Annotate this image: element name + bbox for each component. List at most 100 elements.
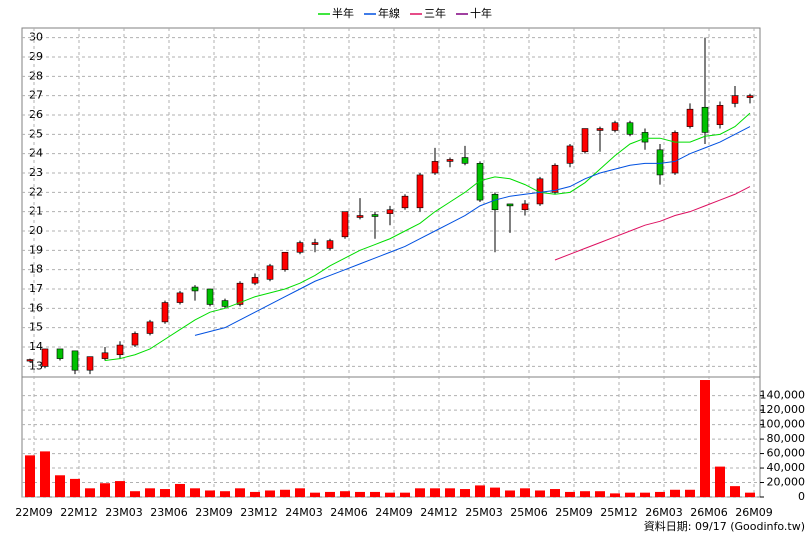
x-tick-label: 24M09 — [375, 506, 413, 519]
y2-tick-label: 100,000 — [760, 418, 806, 431]
candle-body — [446, 159, 454, 162]
volume-bar — [310, 492, 320, 497]
x-tick-label: 23M09 — [195, 506, 233, 519]
legend-label: 年線 — [378, 6, 400, 20]
x-tick-label: 24M06 — [330, 506, 368, 519]
y-tick-label: 29 — [29, 50, 43, 63]
candle-body — [671, 132, 679, 174]
candle-body — [176, 292, 184, 303]
volume-bar — [295, 488, 305, 497]
x-tick-label: 22M09 — [15, 506, 53, 519]
candle-body — [281, 251, 289, 270]
volume-bar — [430, 488, 440, 497]
volume-bar — [415, 488, 425, 497]
volume-bar — [205, 490, 215, 497]
volume-bar — [490, 487, 500, 497]
x-tick-label: 23M03 — [105, 506, 143, 519]
candle-body — [656, 149, 664, 176]
candle-body — [461, 157, 469, 164]
candle-body — [641, 132, 649, 143]
y-tick-label: 14 — [29, 340, 43, 353]
volume-bar — [340, 491, 350, 497]
volume-bar — [730, 486, 740, 497]
volume-bar — [745, 492, 755, 497]
volume-bar — [580, 491, 590, 497]
volume-bar — [325, 491, 335, 497]
volume-bar — [370, 491, 380, 497]
volume-bar — [250, 491, 260, 497]
candle-body — [506, 203, 514, 207]
y-tick-label: 19 — [29, 243, 43, 256]
candle-body — [116, 344, 124, 356]
volume-bar — [565, 491, 575, 497]
candle-body — [71, 350, 79, 371]
candle-body — [626, 122, 634, 135]
x-tick-label: 23M06 — [150, 506, 188, 519]
candle-body — [266, 265, 274, 280]
legend-label: 三年 — [424, 6, 446, 20]
x-tick-label: 25M03 — [465, 506, 503, 519]
x-tick-label: 23M12 — [240, 506, 278, 519]
y-tick-label: 22 — [29, 185, 43, 198]
candle-body — [41, 348, 49, 367]
volume-bar — [640, 492, 650, 497]
ma-line — [554, 186, 751, 261]
candle-body — [341, 211, 349, 238]
candle-body — [731, 95, 739, 104]
x-tick-label: 26M09 — [735, 506, 773, 519]
volume-bar — [115, 481, 125, 497]
volume-bar — [400, 492, 410, 497]
y2-tick-label: 20,000 — [767, 476, 806, 489]
y-tick-label: 20 — [29, 224, 43, 237]
candle-body — [56, 348, 64, 359]
volume-bar — [160, 489, 170, 497]
x-tick-label: 25M06 — [510, 506, 548, 519]
candle-body — [356, 215, 364, 218]
candle-body — [536, 178, 544, 205]
y-tick-label: 30 — [29, 31, 43, 44]
volume-bar — [85, 488, 95, 497]
candle-body — [101, 352, 109, 359]
candle-body — [326, 240, 334, 249]
volume-bar — [655, 491, 665, 497]
candle-body — [236, 282, 244, 305]
volume-bar — [505, 490, 515, 497]
candle-body — [551, 164, 559, 193]
y-tick-label: 23 — [29, 166, 43, 179]
candle-body — [401, 195, 409, 209]
volume-bar — [25, 455, 35, 497]
ma-line — [194, 126, 751, 336]
volume-bar — [40, 451, 50, 497]
volume-bar — [625, 492, 635, 497]
volume-bar — [220, 491, 230, 497]
volume-bar — [595, 491, 605, 497]
y2-tick-label: 60,000 — [767, 447, 806, 460]
candle-body — [26, 359, 34, 362]
ma-line — [104, 112, 751, 362]
y-tick-label: 17 — [29, 282, 43, 295]
volume-bar — [685, 489, 695, 497]
volume-bar — [445, 488, 455, 497]
y-tick-label: 26 — [29, 108, 43, 121]
candle-body — [746, 95, 754, 98]
y-tick-label: 27 — [29, 89, 43, 102]
candle-body — [431, 161, 439, 174]
volume-bar — [355, 491, 365, 497]
candle-body — [296, 242, 304, 253]
y2-tick-label: 80,000 — [767, 432, 806, 445]
legend-label: 十年 — [470, 6, 492, 20]
candle-body — [686, 108, 694, 127]
y-tick-label: 28 — [29, 69, 43, 82]
footer: 資料日期: 09/17 (Goodinfo.tw) — [644, 519, 805, 533]
candle-body — [131, 333, 139, 346]
volume-bar — [100, 483, 110, 497]
candle-body — [161, 302, 169, 323]
volume-bar — [265, 490, 275, 497]
candle-body — [476, 163, 484, 201]
candle-body — [701, 106, 709, 133]
volume-bar — [670, 489, 680, 497]
volume-bar — [280, 489, 290, 497]
x-tick-label: 25M09 — [555, 506, 593, 519]
volume-bar — [175, 483, 185, 497]
